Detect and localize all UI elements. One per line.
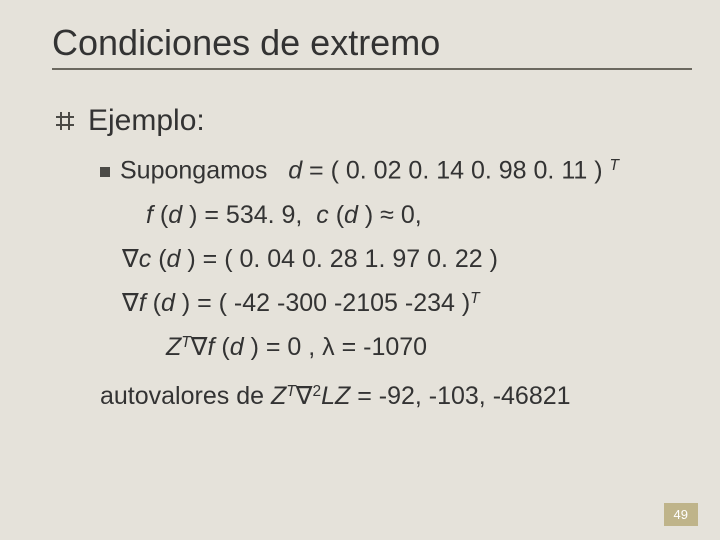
hash-bullet-icon <box>56 112 74 130</box>
nabla-4: ∇ <box>296 382 313 410</box>
paren-open-4: ( <box>153 289 161 317</box>
sym-f-3: f <box>207 333 221 361</box>
sym-d-3: d <box>167 245 188 273</box>
math-block: f (d ) = 534. 9, c (d ) ≈ 0, ∇c (d ) = (… <box>146 195 692 367</box>
sym-f-2: f <box>139 289 153 317</box>
grad-c-val: ) = ( 0. 04 0. 28 1. 97 0. 22 ) <box>187 245 498 273</box>
bullet-level2: Supongamos d = ( 0. 02 0. 14 0. 98 0. 11… <box>100 156 692 185</box>
sym-d-2: d <box>344 201 365 229</box>
sym-z-3: Z <box>335 382 350 410</box>
eigen-values: = -92, -103, -46821 <box>350 382 570 410</box>
math-line-2: ∇c (d ) = ( 0. 04 0. 28 1. 97 0. 22 ) <box>122 239 692 279</box>
squared-sup: 2 <box>312 383 321 400</box>
equals-open: = ( <box>309 156 346 184</box>
val-c: ) ≈ 0, <box>365 201 422 229</box>
title-underline <box>52 68 692 70</box>
autoval-label: autovalores de <box>100 382 271 410</box>
sym-c: c <box>316 201 335 229</box>
supongamos-label: Supongamos <box>120 156 267 184</box>
transpose-sup-4: T <box>286 383 295 400</box>
sym-c-2: c <box>139 245 158 273</box>
math-line-1: f (d ) = 534. 9, c (d ) ≈ 0, <box>146 195 692 235</box>
square-bullet-icon <box>100 167 110 177</box>
nabla-2: ∇ <box>122 289 139 317</box>
vector-close: ) <box>594 156 602 184</box>
sym-z-2: Z <box>271 382 286 410</box>
slide-title: Condiciones de extremo <box>52 22 692 64</box>
level1-label: Ejemplo: <box>88 104 205 138</box>
sym-l: L <box>321 382 335 410</box>
transpose-sup-2: T <box>470 290 479 307</box>
nabla-3: ∇ <box>191 333 208 361</box>
transpose-sup-3: T <box>181 334 190 351</box>
grad-f-val: ) = ( -42 -300 -2105 -234 ) <box>182 289 470 317</box>
nabla-1: ∇ <box>122 245 139 273</box>
sym-f: f <box>146 201 160 229</box>
lambda-val: ) = 0 , λ = -1070 <box>251 333 428 361</box>
sym-d-5: d <box>230 333 251 361</box>
vector-values: 0. 02 0. 14 0. 98 0. 11 <box>346 156 587 184</box>
paren-open-3: ( <box>158 245 166 273</box>
sym-d-4: d <box>161 289 182 317</box>
page-number: 49 <box>664 503 698 526</box>
math-line-4: ZT∇f (d ) = 0 , λ = -1070 <box>166 327 692 367</box>
vector-symbol-d: d <box>288 156 302 184</box>
paren-open-5: ( <box>221 333 229 361</box>
supongamos-line: Supongamos d = ( 0. 02 0. 14 0. 98 0. 11… <box>120 156 619 185</box>
sym-d: d <box>168 201 189 229</box>
paren-open: ( <box>160 201 168 229</box>
paren-open-2: ( <box>336 201 344 229</box>
val-f: ) = 534. 9, <box>189 201 309 229</box>
autovalores-line: autovalores de ZT∇2LZ = -92, -103, -4682… <box>100 381 692 411</box>
math-line-3: ∇f (d ) = ( -42 -300 -2105 -234 )T <box>122 283 692 323</box>
sym-z: Z <box>166 333 181 361</box>
bullet-level1: Ejemplo: <box>56 104 692 138</box>
transpose-sup: T <box>610 157 619 174</box>
